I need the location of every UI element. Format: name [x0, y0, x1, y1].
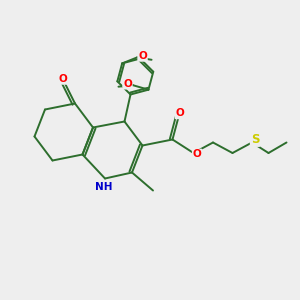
Text: O: O: [58, 74, 68, 84]
Text: S: S: [251, 133, 259, 146]
Text: O: O: [138, 51, 147, 61]
Text: NH: NH: [95, 182, 112, 193]
Text: O: O: [176, 108, 184, 118]
Text: O: O: [193, 149, 202, 160]
Text: O: O: [123, 79, 132, 89]
